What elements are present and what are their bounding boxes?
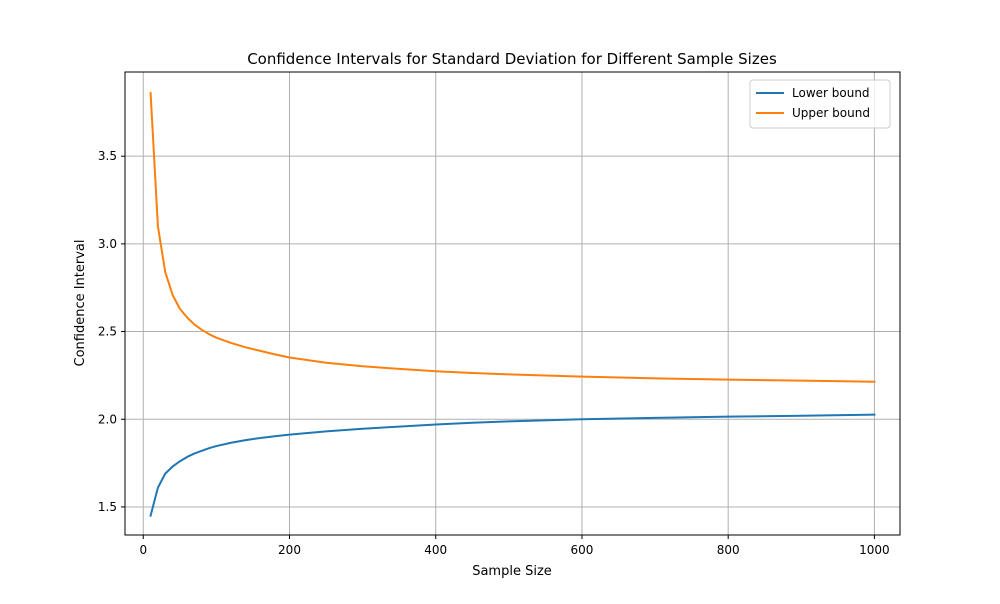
series-line-lower-bound (149, 413, 876, 517)
ticks-layer: 0 200 400 600 800 1000 1.5 2.0 2.5 3.0 3.5 (98, 149, 890, 557)
y-tick-label: 2.5 (98, 325, 117, 339)
grid-layer (125, 72, 900, 535)
x-tick-label: 1000 (859, 543, 890, 557)
plot-frame (124, 71, 901, 536)
y-tick-label: 2.0 (98, 412, 117, 426)
x-tick-label: 800 (717, 543, 740, 557)
x-axis-label: Sample Size (472, 564, 552, 579)
chart-title: Confidence Intervals for Standard Deviat… (247, 50, 777, 68)
y-tick-label: 1.5 (98, 500, 117, 514)
y-axis-label: Confidence Interval (73, 239, 88, 366)
x-tick-label: 0 (139, 543, 147, 557)
y-tick-label: 3.0 (98, 237, 117, 251)
legend-label: Lower bound (792, 86, 870, 100)
series-layer (149, 91, 876, 517)
y-tick-label: 3.5 (98, 149, 117, 163)
series-line-upper-bound (149, 91, 876, 383)
legend-box (749, 79, 891, 129)
x-tick-label: 200 (278, 543, 301, 557)
legend-label: Upper bound (792, 106, 870, 120)
legend: Lower bound Upper bound (749, 79, 891, 129)
x-tick-label: 600 (571, 543, 594, 557)
x-tick-label: 400 (424, 543, 447, 557)
